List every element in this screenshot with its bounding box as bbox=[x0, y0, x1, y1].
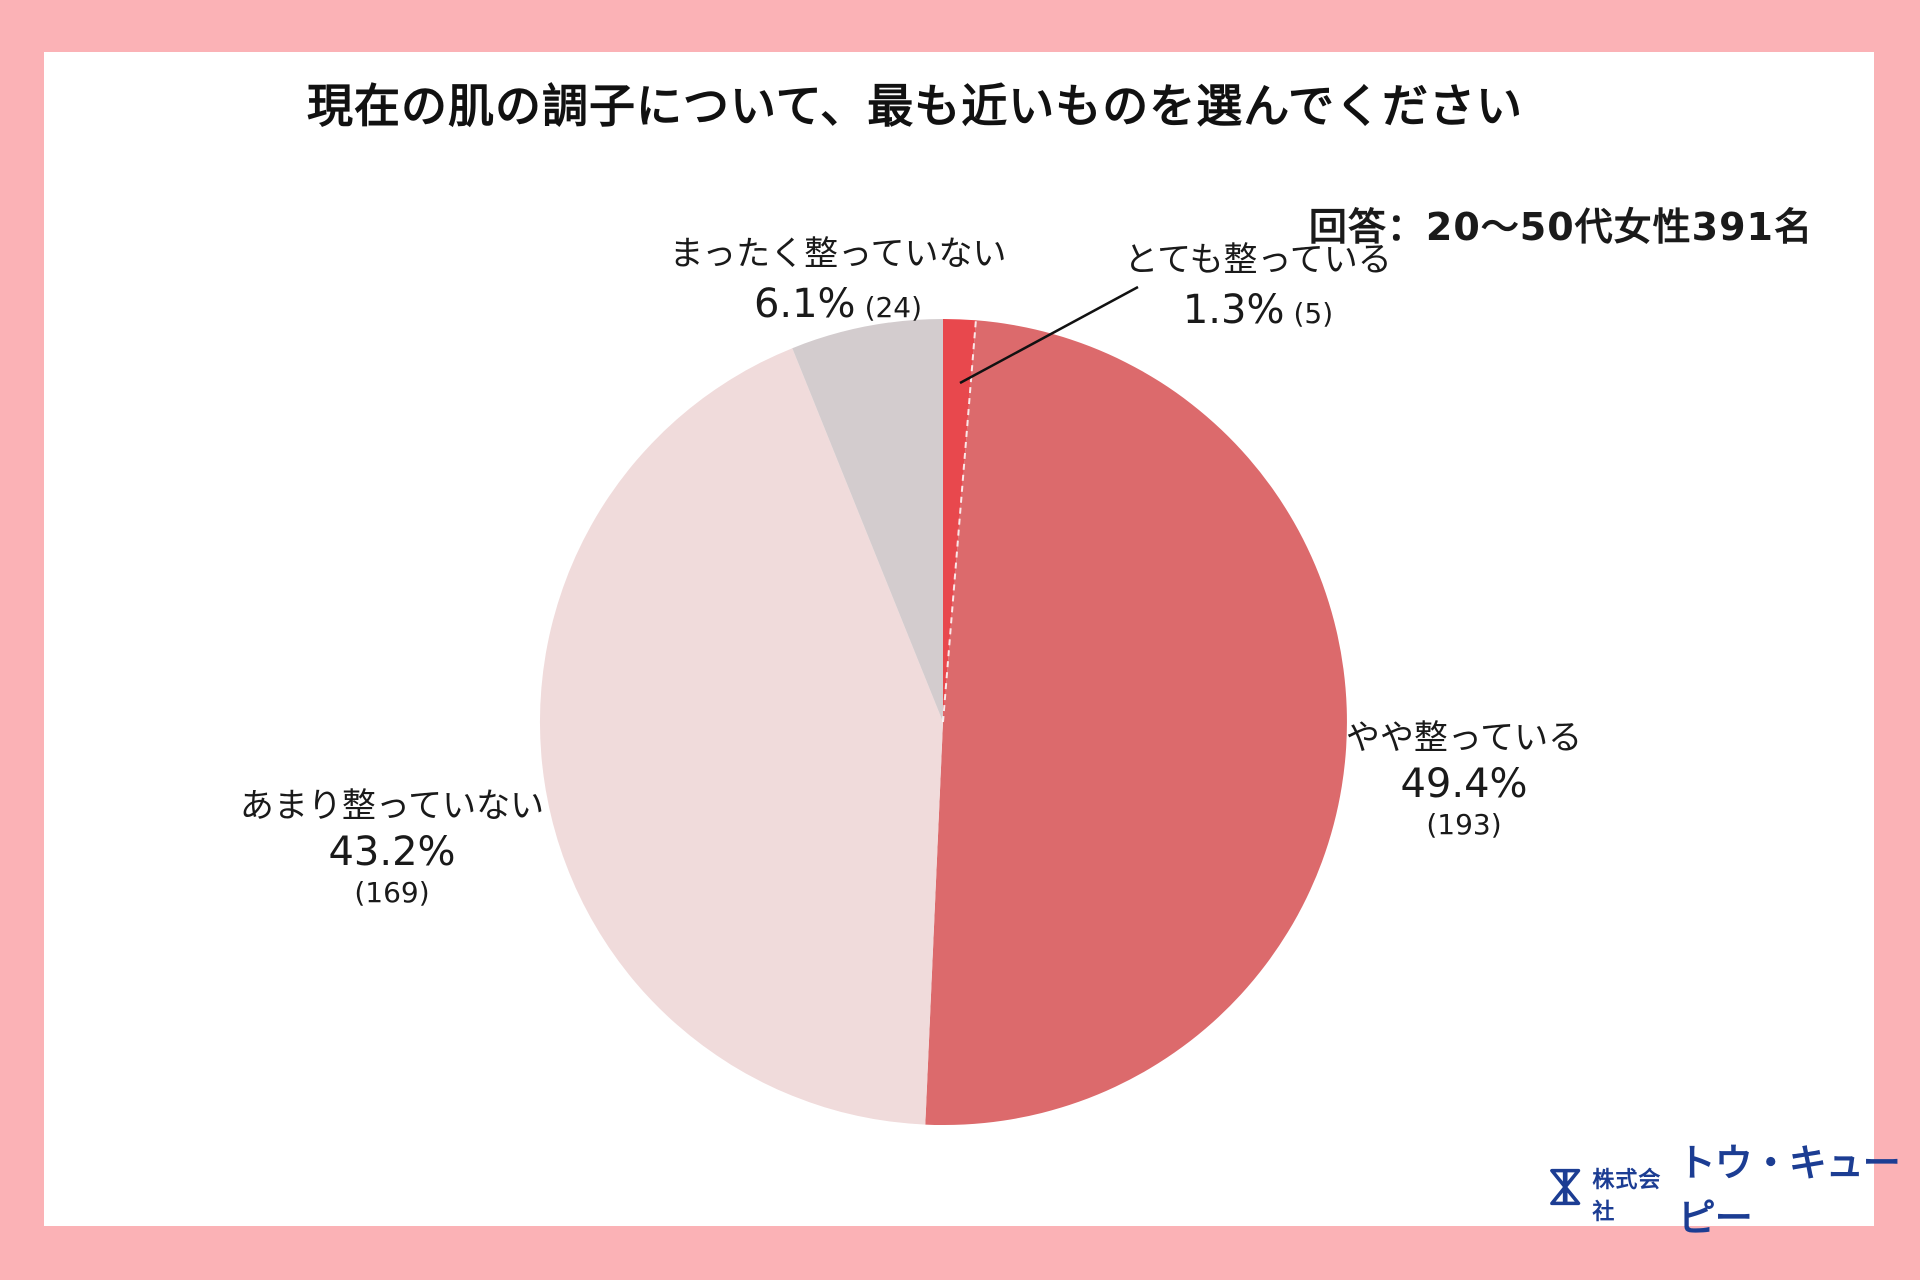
slice-percent: 49.4% bbox=[1400, 760, 1528, 807]
pie-slice-2 bbox=[539, 348, 943, 1125]
slice-percent: 1.3% bbox=[1182, 286, 1285, 333]
pie-wedges bbox=[539, 318, 1347, 1126]
respondents-note: 回答：20〜50代女性391名 bbox=[1308, 205, 1813, 249]
slice-label-text: とても整っている bbox=[1124, 240, 1392, 280]
logo-company-name: トウ・キューピー bbox=[1677, 1141, 1901, 1240]
chart-title: 現在の肌の調子について、最も近いものを選んでください bbox=[306, 79, 1524, 133]
slice-count: (169) bbox=[354, 876, 430, 910]
company-logo: 株式会社 トウ・キューピー bbox=[1548, 1141, 1920, 1240]
label-totemo-totonotteiru: とても整っている 1.3% (5) bbox=[1058, 238, 1458, 334]
label-yaya-totonotteiru: やや整っている 49.4% (193) bbox=[1289, 716, 1639, 842]
slice-label-text: やや整っている bbox=[1345, 718, 1583, 758]
slice-separator-dashed-line bbox=[942, 320, 977, 723]
label-mattaku-totonotteinai: まったく整っていない 6.1% (24) bbox=[638, 232, 1038, 328]
slice-percent: 6.1% bbox=[753, 280, 856, 327]
pie-slice-3 bbox=[792, 319, 943, 722]
slice-count: (193) bbox=[1426, 808, 1502, 842]
hourglass-logo-icon bbox=[1550, 1168, 1581, 1206]
logo-company-prefix: 株式会社 bbox=[1592, 1168, 1662, 1225]
callout-line bbox=[959, 285, 1139, 385]
slice-count: (5) bbox=[1293, 296, 1334, 330]
slice-label-text: まったく整っていない bbox=[669, 234, 1007, 274]
slice-label-values: 1.3% (5) bbox=[1058, 287, 1458, 334]
slice-count: (24) bbox=[864, 290, 923, 324]
slice-label-text: あまり整っていない bbox=[239, 786, 545, 826]
slice-label-values: 6.1% (24) bbox=[638, 281, 1038, 328]
slice-percent: 43.2% bbox=[328, 828, 456, 875]
pie-slice-1 bbox=[925, 320, 1347, 1126]
label-amari-totonotteinai: あまり整っていない 43.2% (169) bbox=[217, 784, 567, 910]
